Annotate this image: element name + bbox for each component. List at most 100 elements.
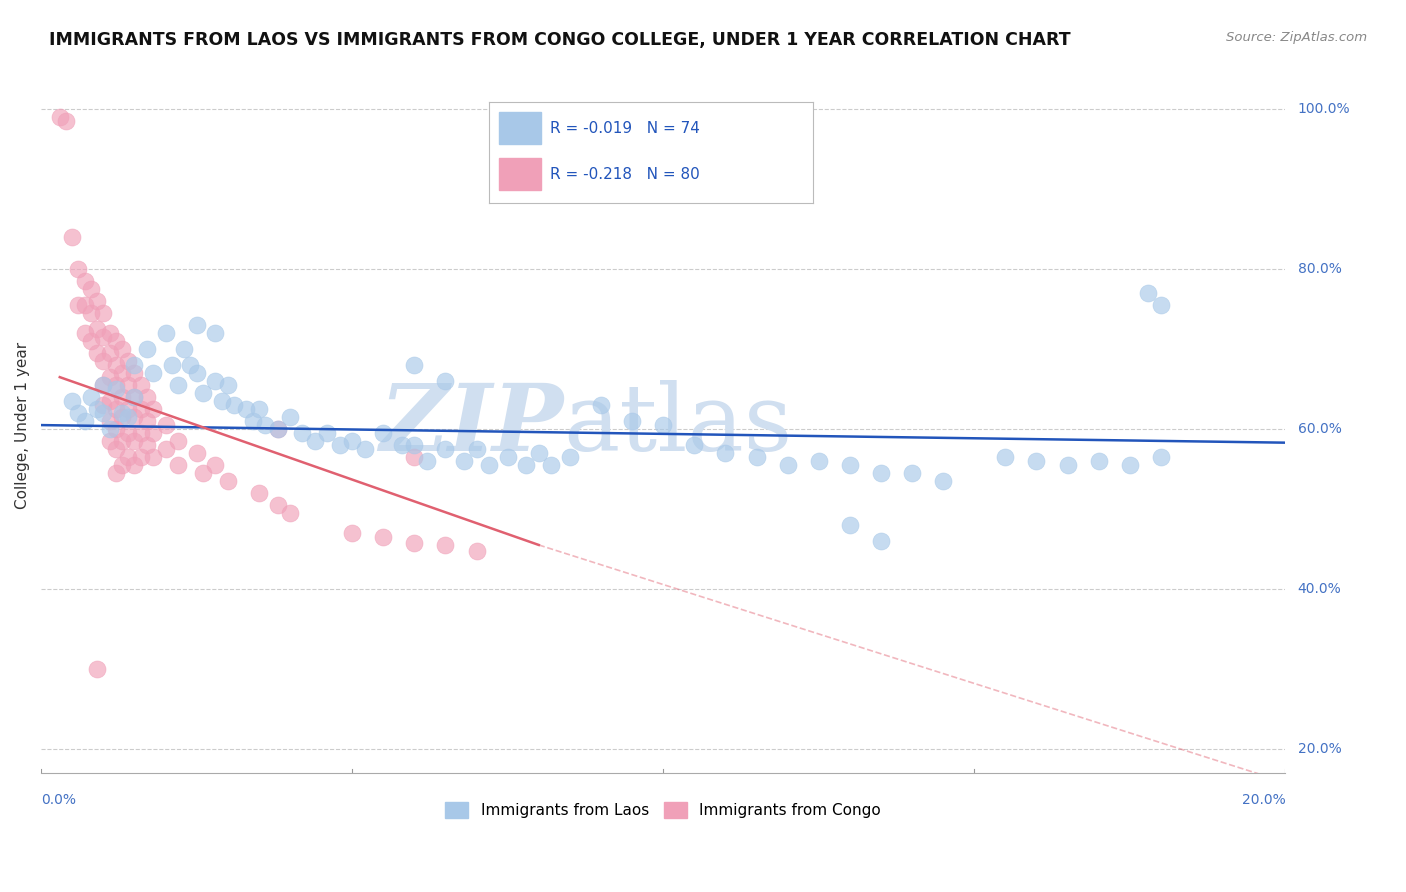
Point [254,418,277,433]
Point [807,454,830,468]
Point [266,422,288,436]
Point [98,346,121,360]
Text: IMMIGRANTS FROM LAOS VS IMMIGRANTS FROM CONGO COLLEGE, UNDER 1 YEAR CORRELATION : IMMIGRANTS FROM LAOS VS IMMIGRANTS FROM … [49,31,1071,49]
Point [160,358,183,372]
Point [111,434,134,448]
Point [129,450,152,464]
Text: 60.0%: 60.0% [1298,422,1341,436]
Point [142,450,165,464]
Point [186,446,208,460]
Point [60,230,83,244]
Point [129,402,152,417]
Text: atlas: atlas [564,380,793,470]
Point [373,426,395,441]
Point [155,418,177,433]
Point [373,530,395,544]
Point [91,378,114,392]
Point [98,370,121,384]
Point [49,111,72,125]
Point [329,438,352,452]
Point [247,402,270,417]
Point [73,298,96,312]
Point [129,426,152,441]
Point [745,450,768,464]
Point [91,330,114,344]
Point [135,414,157,428]
Point [104,466,127,480]
Point [404,535,426,549]
Point [86,402,108,417]
Point [204,326,226,341]
Point [1087,454,1109,468]
Point [167,458,190,472]
Point [86,294,108,309]
Point [80,306,103,320]
Point [266,498,288,512]
Point [278,410,301,425]
Point [86,662,108,676]
Point [104,378,127,392]
Point [73,274,96,288]
Point [91,406,114,420]
Point [340,434,363,448]
Point [142,426,165,441]
Point [104,422,127,436]
Point [124,458,146,472]
Point [776,458,799,472]
Point [1150,298,1173,312]
Point [142,366,165,380]
Point [117,402,139,417]
Point [1056,458,1078,472]
Point [67,262,90,277]
Point [104,334,127,348]
Point [1025,454,1047,468]
Point [104,402,127,417]
Point [67,298,90,312]
Point [222,398,245,412]
Point [67,406,90,420]
Point [73,414,96,428]
Point [135,342,157,356]
Point [98,422,121,436]
Point [55,114,77,128]
Point [124,434,146,448]
Point [1137,286,1160,301]
Point [104,382,127,396]
Point [86,346,108,360]
Point [86,322,108,336]
Point [135,390,157,404]
Point [111,342,134,356]
Point [291,426,314,441]
Text: Source: ZipAtlas.com: Source: ZipAtlas.com [1226,31,1367,45]
Point [98,326,121,341]
Point [235,402,257,417]
Point [478,458,501,472]
Point [80,282,103,296]
Point [117,450,139,464]
Point [155,442,177,456]
Point [117,354,139,368]
Y-axis label: College, Under 1 year: College, Under 1 year [15,342,30,508]
Point [316,426,339,441]
Point [1150,450,1173,464]
Point [117,378,139,392]
Point [135,438,157,452]
Point [124,358,146,372]
Point [838,518,860,533]
Point [714,446,737,460]
Point [186,318,208,333]
Point [129,378,152,392]
Text: 20.0%: 20.0% [1298,742,1341,756]
Point [167,434,190,448]
Point [465,543,488,558]
Point [353,442,375,456]
Point [683,438,706,452]
Point [340,526,363,541]
Point [111,406,134,420]
Point [621,414,644,428]
Text: 80.0%: 80.0% [1298,262,1341,277]
Point [515,458,537,472]
Point [204,458,226,472]
Point [91,306,114,320]
Point [98,434,121,448]
